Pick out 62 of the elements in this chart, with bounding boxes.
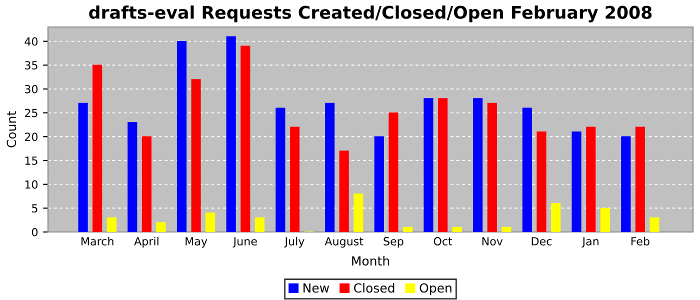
x-tick-label: April	[134, 236, 158, 248]
bar	[176, 40, 187, 232]
bar	[586, 126, 596, 232]
bar	[402, 226, 413, 232]
bar	[206, 212, 216, 232]
bar	[324, 102, 335, 232]
legend-label: Open	[420, 283, 452, 296]
y-tick-label: 25	[24, 108, 38, 118]
y-tick-label: 35	[24, 61, 38, 70]
bar	[254, 217, 264, 232]
bar	[156, 222, 166, 232]
bar	[635, 126, 645, 232]
bar	[240, 46, 250, 232]
legend-label: New	[304, 283, 330, 293]
bar	[276, 108, 286, 232]
bar	[473, 98, 483, 232]
bar	[536, 132, 546, 232]
bar	[128, 122, 138, 232]
x-tick-label: Jan	[582, 237, 598, 248]
bar	[106, 217, 116, 232]
y-tick-label: 5	[32, 204, 38, 213]
bar	[522, 108, 532, 232]
x-tick-label: Dec	[532, 237, 552, 246]
x-tick-label: Sep	[384, 237, 404, 248]
x-tick-label: May	[186, 237, 208, 248]
y-axis-title: Count	[6, 111, 16, 148]
x-tick-label: Nov	[482, 237, 503, 246]
y-tick-label: 15	[25, 156, 38, 165]
y-tick-label: 30	[24, 84, 38, 94]
bar	[621, 136, 631, 232]
chart-title: drafts-eval Requests Created/Closed/Open February 2008	[89, 5, 652, 22]
x-tick-label: Oct	[434, 237, 452, 246]
x-tick-label: March	[82, 236, 114, 246]
bar	[226, 36, 236, 232]
bar	[290, 126, 300, 232]
x-tick-label: Feb	[631, 236, 650, 246]
bar	[142, 136, 152, 232]
x-tick-label: July	[284, 236, 304, 248]
bar	[424, 98, 434, 232]
y-tick-label: 0	[32, 228, 38, 236]
bar	[374, 136, 384, 232]
y-tick-label: 40	[24, 37, 38, 46]
bar	[650, 217, 660, 232]
bar	[339, 150, 349, 232]
bar	[388, 112, 398, 232]
y-tick-label: 10	[25, 180, 38, 189]
x-tick-label: June	[232, 237, 257, 248]
y-tick-label: 20	[24, 132, 38, 142]
legend-label: Closed	[354, 283, 394, 293]
bar	[78, 102, 88, 232]
bar	[572, 132, 582, 232]
bar	[191, 79, 201, 232]
bar	[502, 226, 512, 232]
bar	[354, 194, 364, 232]
bar	[92, 64, 102, 232]
bar	[438, 98, 448, 232]
x-tick-label: August	[324, 237, 364, 248]
x-axis-title: Month	[352, 256, 390, 266]
bar	[487, 102, 497, 232]
bar	[551, 203, 561, 232]
bar	[600, 208, 610, 232]
bar	[452, 226, 462, 232]
